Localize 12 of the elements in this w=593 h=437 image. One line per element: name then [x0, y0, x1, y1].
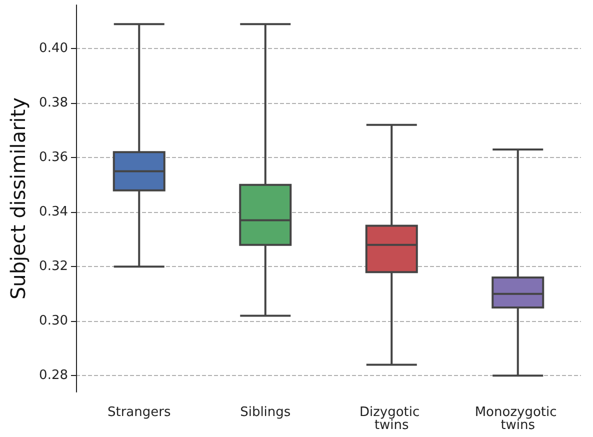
y-tick-label: 0.38 — [39, 96, 68, 111]
y-tick-label: 0.34 — [39, 204, 68, 220]
y-tick-label: 0.36 — [39, 150, 68, 166]
y-tick-label: 0.28 — [39, 368, 68, 384]
y-tick-label: 0.40 — [39, 41, 68, 56]
x-tick-label: Dizygotic twins — [359, 405, 424, 433]
x-tick-label: Siblings — [240, 405, 291, 420]
x-tick-label: Strangers — [107, 405, 171, 420]
y-tick-label: 0.30 — [39, 314, 68, 329]
y-axis-title: Subject dissimilarity — [6, 97, 30, 300]
x-tick-label: Monozygotic twins — [474, 405, 561, 433]
y-tick-label: 0.32 — [39, 259, 68, 274]
